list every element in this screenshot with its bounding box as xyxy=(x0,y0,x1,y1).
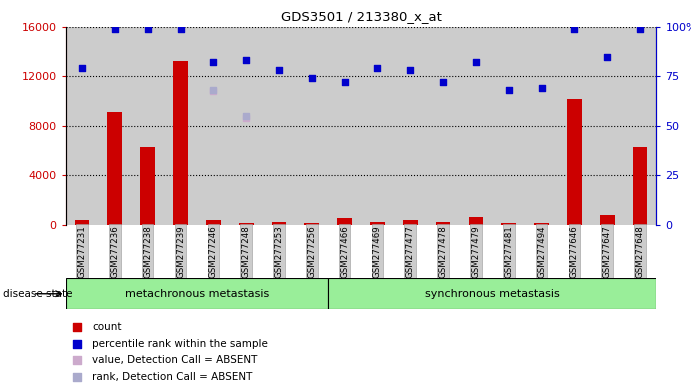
Bar xyxy=(239,223,254,225)
Bar xyxy=(131,27,164,225)
Bar xyxy=(394,27,426,225)
Point xyxy=(569,26,580,32)
Bar xyxy=(272,222,286,225)
Text: GSM277238: GSM277238 xyxy=(143,226,152,278)
Point xyxy=(175,26,186,32)
Bar xyxy=(460,27,492,225)
Point xyxy=(240,58,252,64)
Text: GSM277494: GSM277494 xyxy=(537,226,546,278)
Point xyxy=(72,324,83,330)
Point xyxy=(208,60,219,66)
Text: GSM277477: GSM277477 xyxy=(406,226,415,278)
Text: percentile rank within the sample: percentile rank within the sample xyxy=(92,339,268,349)
Text: GSM277466: GSM277466 xyxy=(340,226,349,278)
Bar xyxy=(567,99,582,225)
Bar xyxy=(633,147,647,225)
Point xyxy=(208,87,219,93)
Point xyxy=(72,341,83,347)
Bar xyxy=(305,223,319,225)
Point xyxy=(109,26,120,32)
Bar xyxy=(140,147,155,225)
Point xyxy=(437,79,448,85)
Text: GSM277239: GSM277239 xyxy=(176,226,185,278)
Point xyxy=(240,113,252,119)
Bar xyxy=(328,278,656,309)
Text: GSM277236: GSM277236 xyxy=(111,226,120,278)
Bar xyxy=(164,27,197,225)
Bar xyxy=(361,27,394,225)
Bar xyxy=(197,27,229,225)
Bar xyxy=(436,222,451,225)
Bar xyxy=(403,220,417,225)
Bar xyxy=(98,27,131,225)
Bar xyxy=(502,223,516,225)
Point xyxy=(602,53,613,60)
Bar xyxy=(426,27,460,225)
Point xyxy=(339,79,350,85)
Bar xyxy=(229,27,263,225)
Text: GSM277648: GSM277648 xyxy=(636,226,645,278)
Text: GSM277231: GSM277231 xyxy=(77,226,86,278)
Point xyxy=(72,374,83,380)
Text: GSM277469: GSM277469 xyxy=(373,226,382,278)
Text: disease state: disease state xyxy=(3,289,73,299)
Text: value, Detection Call = ABSENT: value, Detection Call = ABSENT xyxy=(92,356,258,366)
Point xyxy=(405,67,416,73)
Text: rank, Detection Call = ABSENT: rank, Detection Call = ABSENT xyxy=(92,372,253,382)
Text: GSM277481: GSM277481 xyxy=(504,226,513,278)
Text: GSM277478: GSM277478 xyxy=(439,226,448,278)
Bar xyxy=(328,27,361,225)
Point xyxy=(274,67,285,73)
Point xyxy=(208,88,219,94)
Bar xyxy=(337,218,352,225)
Bar xyxy=(468,217,483,225)
Bar xyxy=(263,27,295,225)
Bar xyxy=(591,27,623,225)
Text: GSM277256: GSM277256 xyxy=(307,226,316,278)
Bar xyxy=(534,223,549,225)
Bar xyxy=(295,27,328,225)
Text: count: count xyxy=(92,322,122,332)
Bar xyxy=(623,27,656,225)
Text: GSM277479: GSM277479 xyxy=(471,226,480,278)
Title: GDS3501 / 213380_x_at: GDS3501 / 213380_x_at xyxy=(281,10,442,23)
Bar xyxy=(492,27,525,225)
Point xyxy=(536,85,547,91)
Point xyxy=(306,75,317,81)
Point xyxy=(72,358,83,364)
Bar xyxy=(206,220,220,225)
Text: GSM277647: GSM277647 xyxy=(603,226,612,278)
Bar xyxy=(108,112,122,225)
Bar xyxy=(66,27,98,225)
Point xyxy=(471,60,482,66)
Bar xyxy=(66,278,328,309)
Bar xyxy=(600,215,614,225)
Bar xyxy=(525,27,558,225)
Point xyxy=(372,65,383,71)
Point xyxy=(634,26,645,32)
Point xyxy=(240,115,252,121)
Bar xyxy=(558,27,591,225)
Text: metachronous metastasis: metachronous metastasis xyxy=(125,289,269,299)
Bar xyxy=(370,222,385,225)
Point xyxy=(77,65,88,71)
Text: GSM277253: GSM277253 xyxy=(274,226,283,278)
Text: GSM277246: GSM277246 xyxy=(209,226,218,278)
Bar xyxy=(75,220,89,225)
Text: GSM277646: GSM277646 xyxy=(570,226,579,278)
Point xyxy=(503,87,514,93)
Bar xyxy=(173,61,188,225)
Text: synchronous metastasis: synchronous metastasis xyxy=(425,289,560,299)
Text: GSM277248: GSM277248 xyxy=(242,226,251,278)
Point xyxy=(142,26,153,32)
